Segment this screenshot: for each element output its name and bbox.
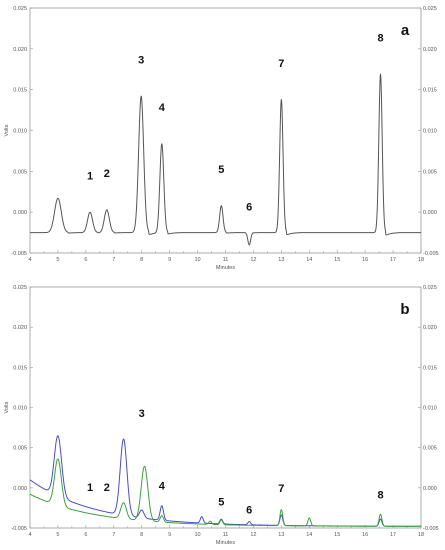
y-tick-label-left: -0.005	[11, 526, 27, 532]
x-tick-label: 9	[168, 257, 171, 263]
y-tick-label-right: 0.000	[423, 210, 437, 216]
x-tick-label: 10	[195, 532, 201, 538]
y-tick-label-right: 0.025	[423, 285, 437, 291]
x-tick-label: 14	[306, 532, 312, 538]
peak-label: 5	[218, 497, 224, 509]
y-tick-label-left: 0.005	[13, 446, 27, 452]
x-tick-label: 4	[28, 532, 31, 538]
y-tick-label-right: 0.020	[423, 325, 437, 331]
x-axis-label: Minutes	[216, 540, 236, 546]
y-tick-label-left: 0.025	[13, 285, 27, 291]
trace-line-1	[29, 73, 422, 246]
y-axis-label: Volts	[4, 124, 10, 136]
peak-label: 8	[377, 489, 383, 501]
x-axis-label: Minutes	[216, 265, 236, 271]
x-tick-label: 7	[112, 532, 115, 538]
y-tick-label-left: 0.000	[13, 210, 27, 216]
x-tick-label: 14	[306, 257, 312, 263]
y-tick-label-left: -0.005	[11, 251, 27, 257]
x-tick-label: 5	[56, 257, 59, 263]
y-tick-label-right: 0.010	[423, 406, 437, 412]
peak-label: 6	[246, 505, 252, 517]
x-tick-label: 12	[250, 532, 256, 538]
y-tick-label-right: 0.015	[423, 365, 437, 371]
chromatogram-panel-a: 4 5 6 7 8 9 10 11 12 13 14 15 16 17 18-0.005 -0.0050.00…	[4, 6, 439, 271]
trace-line-1	[29, 435, 422, 527]
peak-label: 7	[278, 58, 284, 70]
x-tick-label: 17	[390, 257, 396, 263]
y-tick-label-right: 0.015	[423, 88, 437, 94]
x-tick-label: 8	[140, 257, 143, 263]
peak-label: 5	[218, 164, 224, 176]
y-tick-label-right: -0.005	[423, 251, 439, 257]
peak-label: 4	[159, 102, 166, 114]
y-tick-label-left: 0.020	[13, 47, 27, 53]
x-tick-label: 4	[28, 257, 31, 263]
x-tick-label: 6	[84, 532, 87, 538]
x-tick-label: 11	[223, 257, 229, 263]
panel-letter: a	[401, 22, 410, 39]
y-tick-label-left: 0.015	[13, 88, 27, 94]
y-tick-label-left: 0.020	[13, 325, 27, 331]
x-tick-label: 12	[250, 257, 256, 263]
trace-line-2	[29, 458, 422, 527]
chromatogram-panel-b: 4 5 6 7 8 9 10 11 12 13 14 15 16 17 18-0.005 -0.0050.00…	[4, 285, 439, 546]
y-axis-label: Volts	[4, 401, 10, 413]
y-tick-label-left: 0.025	[13, 6, 27, 12]
peak-label: 2	[104, 482, 110, 494]
x-tick-label: 15	[334, 257, 340, 263]
peak-label: 3	[139, 408, 145, 420]
x-tick-label: 16	[362, 532, 368, 538]
x-tick-label: 5	[56, 532, 59, 538]
peak-label: 4	[159, 480, 166, 492]
panel-letter: b	[400, 301, 409, 318]
peak-label: 6	[246, 202, 252, 214]
y-tick-label-right: 0.005	[423, 446, 437, 452]
peak-label: 8	[377, 32, 383, 44]
y-tick-label-left: 0.010	[13, 129, 27, 135]
x-tick-label: 17	[390, 532, 396, 538]
y-tick-label-right: 0.020	[423, 47, 437, 53]
x-tick-label: 7	[112, 257, 115, 263]
x-tick-label: 18	[418, 257, 424, 263]
x-tick-label: 9	[168, 532, 171, 538]
peak-label: 3	[138, 55, 144, 67]
y-tick-label-right: 0.000	[423, 486, 437, 492]
x-tick-label: 18	[418, 532, 424, 538]
x-tick-label: 8	[140, 532, 143, 538]
peak-label: 2	[104, 168, 110, 180]
y-tick-label-right: 0.005	[423, 169, 437, 175]
y-tick-label-right: 0.025	[423, 6, 437, 12]
y-tick-label-left: 0.000	[13, 486, 27, 492]
x-tick-label: 13	[278, 532, 284, 538]
x-tick-label: 16	[362, 257, 368, 263]
x-tick-label: 13	[278, 257, 284, 263]
y-tick-label-right: 0.010	[423, 129, 437, 135]
x-tick-label: 6	[84, 257, 87, 263]
x-tick-label: 11	[223, 532, 229, 538]
peak-label: 1	[87, 171, 93, 183]
peak-label: 1	[87, 482, 93, 494]
x-tick-label: 10	[195, 257, 201, 263]
y-tick-label-right: -0.005	[423, 526, 439, 532]
y-tick-label-left: 0.015	[13, 365, 27, 371]
peak-label: 7	[278, 483, 284, 495]
y-tick-label-left: 0.005	[13, 169, 27, 175]
y-tick-label-left: 0.010	[13, 406, 27, 412]
x-tick-label: 15	[334, 532, 340, 538]
